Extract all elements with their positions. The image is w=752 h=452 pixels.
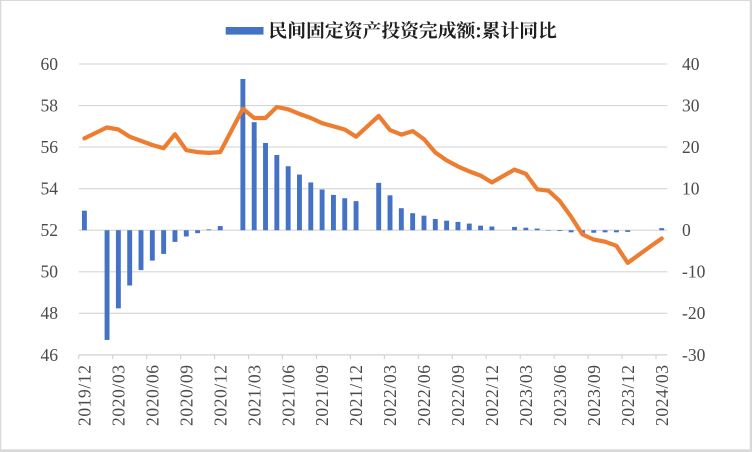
svg-text:46: 46 (41, 345, 59, 365)
svg-text:2023/12: 2023/12 (618, 365, 638, 426)
svg-text:56: 56 (41, 137, 59, 157)
svg-text:2021/03: 2021/03 (244, 365, 264, 426)
svg-text:60: 60 (41, 54, 59, 74)
svg-text:-30: -30 (682, 345, 706, 365)
svg-text:52: 52 (41, 220, 59, 240)
svg-text:2020/12: 2020/12 (210, 365, 230, 426)
svg-text:30: 30 (682, 96, 700, 116)
svg-text:-20: -20 (682, 303, 706, 323)
svg-text:2021/09: 2021/09 (312, 365, 332, 426)
svg-text:48: 48 (41, 303, 59, 323)
svg-text:0: 0 (682, 220, 691, 240)
svg-text:2020/09: 2020/09 (176, 365, 196, 426)
svg-text:10: 10 (682, 179, 700, 199)
svg-text:2020/03: 2020/03 (109, 365, 129, 426)
svg-text:2022/09: 2022/09 (448, 365, 468, 426)
svg-text:2023/09: 2023/09 (584, 365, 604, 426)
svg-text:2022/03: 2022/03 (380, 365, 400, 426)
svg-text:2021/06: 2021/06 (278, 365, 298, 426)
svg-text:40: 40 (682, 54, 700, 74)
svg-text:2020/06: 2020/06 (142, 365, 162, 426)
svg-text:20: 20 (682, 137, 700, 157)
svg-text:2023/03: 2023/03 (516, 365, 536, 426)
svg-text:-10: -10 (682, 262, 706, 282)
svg-text:2021/12: 2021/12 (346, 365, 366, 426)
svg-text:2022/06: 2022/06 (414, 365, 434, 426)
svg-text:2019/12: 2019/12 (75, 365, 95, 426)
svg-text:2023/06: 2023/06 (550, 365, 570, 426)
svg-text:54: 54 (41, 179, 59, 199)
svg-text:2022/12: 2022/12 (482, 365, 502, 426)
svg-text:58: 58 (41, 96, 59, 116)
svg-text:2024/03: 2024/03 (652, 365, 672, 426)
svg-text:50: 50 (41, 262, 59, 282)
